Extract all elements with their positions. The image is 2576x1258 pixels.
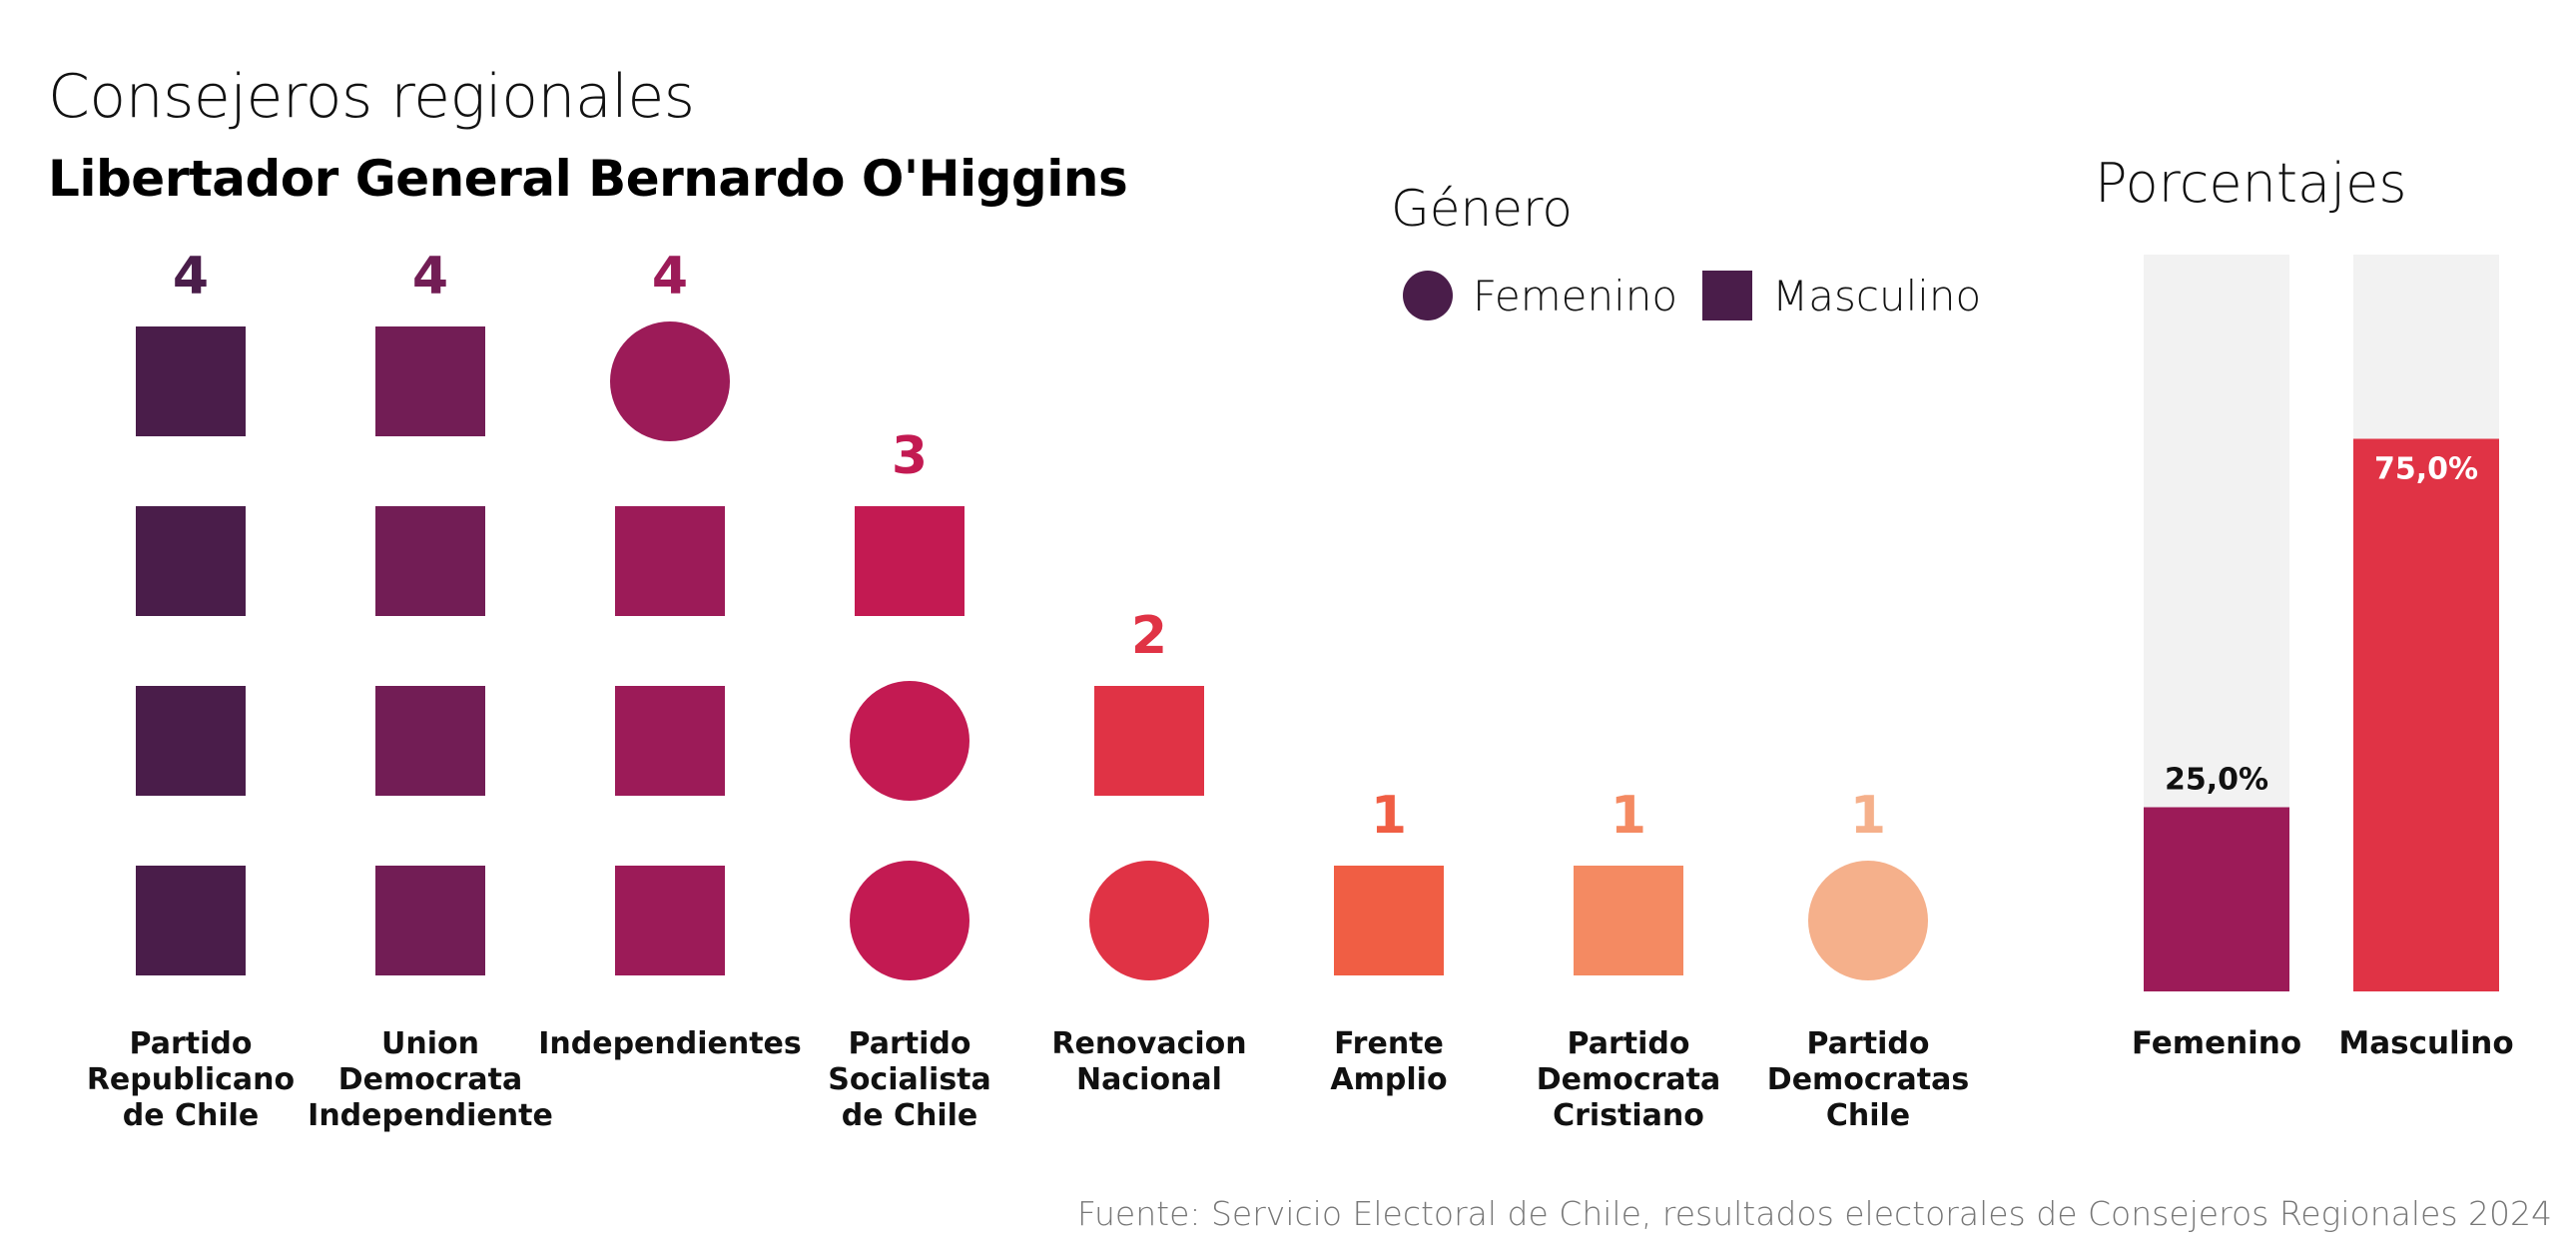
seat-count-label: 1 bbox=[1371, 786, 1407, 846]
legend-item-femenino: Femenino bbox=[1403, 271, 1677, 320]
seat-female bbox=[850, 681, 969, 801]
percentages-title: Porcentajes bbox=[2095, 152, 2407, 215]
legend-square-symbol bbox=[1702, 271, 1752, 320]
seat-count-label: 2 bbox=[1131, 606, 1167, 666]
legend-label-masculino: Masculino bbox=[1772, 271, 1982, 320]
seat-male bbox=[375, 506, 485, 616]
seat-count-label: 1 bbox=[1610, 786, 1646, 846]
seat-count-label: 4 bbox=[412, 247, 448, 307]
party-label: Union Democrata Independiente bbox=[308, 1026, 553, 1133]
party-label: Partido Democratas Chile bbox=[1767, 1026, 1969, 1133]
chart-subtitle: Libertador General Bernardo O'Higgins bbox=[48, 150, 1128, 208]
seat-male bbox=[1094, 686, 1204, 796]
seat-male bbox=[136, 686, 246, 796]
seat-male bbox=[855, 506, 965, 616]
legend-circle-symbol bbox=[1403, 271, 1453, 320]
party-label: Renovacion Nacional bbox=[1051, 1026, 1246, 1097]
seat-male bbox=[375, 866, 485, 975]
legend-title: Género bbox=[1391, 180, 1574, 238]
seat-male bbox=[136, 866, 246, 975]
seat-male bbox=[1334, 866, 1444, 975]
seat-female bbox=[1089, 861, 1209, 980]
legend-label-femenino: Femenino bbox=[1473, 271, 1678, 320]
seat-male bbox=[1574, 866, 1683, 975]
bar-masculino bbox=[2353, 438, 2499, 991]
seat-male bbox=[615, 866, 725, 975]
bar-value-label: 25,0% bbox=[2165, 763, 2268, 798]
chart-title: Consejeros regionales bbox=[48, 62, 695, 132]
party-label: Partido Socialista de Chile bbox=[828, 1026, 991, 1133]
legend-item-masculino: Masculino bbox=[1702, 271, 1981, 320]
source-note: Fuente: Servicio Electoral de Chile, res… bbox=[1076, 1194, 2552, 1233]
bar-femenino bbox=[2144, 807, 2289, 991]
bar-value-label: 75,0% bbox=[2374, 452, 2478, 487]
seat-female bbox=[850, 861, 969, 980]
seat-count-label: 1 bbox=[1850, 786, 1886, 846]
bar-category-label: Masculino bbox=[2338, 1025, 2513, 1061]
seat-count-label: 4 bbox=[652, 247, 688, 307]
seat-male bbox=[136, 506, 246, 616]
seat-female bbox=[610, 321, 730, 441]
seat-count-label: 3 bbox=[892, 426, 928, 486]
seat-male bbox=[615, 506, 725, 616]
seat-male bbox=[375, 326, 485, 436]
bar-category-label: Femenino bbox=[2132, 1025, 2301, 1061]
seat-male bbox=[615, 686, 725, 796]
party-label: Partido Democrata Cristiano bbox=[1537, 1026, 1721, 1133]
party-label: Frente Amplio bbox=[1330, 1026, 1447, 1097]
seat-count-label: 4 bbox=[173, 247, 209, 307]
seat-male bbox=[375, 686, 485, 796]
seat-male bbox=[136, 326, 246, 436]
seat-female bbox=[1808, 861, 1928, 980]
party-label: Partido Republicano de Chile bbox=[87, 1026, 295, 1133]
party-label: Independientes bbox=[538, 1026, 802, 1061]
